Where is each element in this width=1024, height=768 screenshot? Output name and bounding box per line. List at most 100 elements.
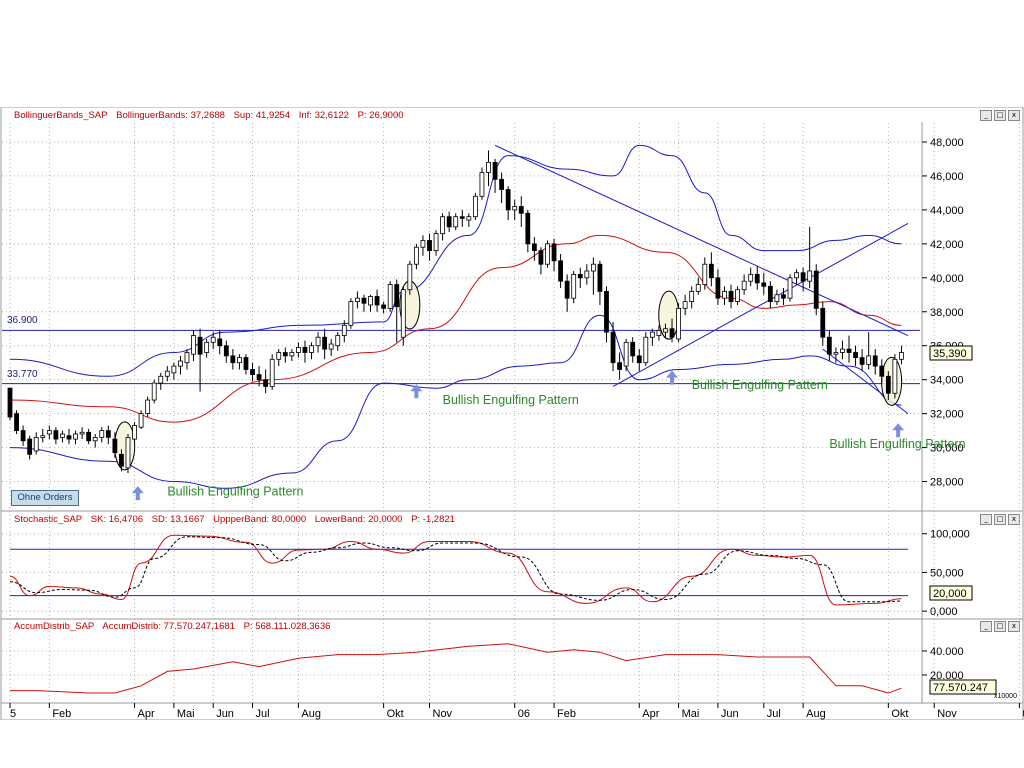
candle-down (492, 161, 498, 180)
x-tick-label: Apr (642, 708, 659, 720)
candle-up (276, 352, 282, 360)
candle-down (669, 328, 675, 338)
close-icon[interactable]: x (1008, 110, 1020, 121)
candle-up (472, 195, 478, 218)
bollinger-lower-band (9, 314, 902, 489)
candle-down (813, 270, 819, 309)
candle-down (112, 438, 118, 454)
candle-down (558, 260, 563, 282)
candle-down (538, 250, 544, 265)
candle-up (702, 263, 708, 285)
arrow-up-icon (892, 423, 905, 438)
candle-up (355, 297, 360, 302)
candle-up (479, 172, 485, 197)
candle-down (459, 216, 465, 219)
maximize-icon[interactable]: □ (994, 110, 1006, 121)
candle-up (400, 289, 406, 338)
candle-up (46, 430, 52, 435)
y-tick-label: 34,000 (930, 375, 964, 387)
candle-down (872, 355, 878, 367)
candle-up (807, 270, 813, 282)
orders-button[interactable]: Ohne Orders (11, 490, 79, 506)
candle-down (604, 290, 609, 333)
candle-up (486, 161, 491, 173)
candle-down (518, 206, 524, 214)
candle-down (781, 294, 786, 299)
x-tick-label: Jun (216, 708, 234, 720)
x-tick-label: Okt (891, 708, 908, 720)
candle-up (60, 433, 65, 438)
candle-up (545, 243, 550, 265)
x-tick-label: Apr (138, 708, 155, 720)
stochastic-p-value: P: -1,2821 (411, 514, 455, 525)
candle-up (164, 370, 170, 377)
accum-panel-title: AccumDistrib_SAP AccumDistrib: 77.570.24… (14, 621, 336, 632)
close-icon[interactable]: x (1008, 621, 1020, 632)
stochastic-sk-line (9, 534, 902, 606)
minimize-icon[interactable]: _ (980, 621, 992, 632)
stochastic-sk-value: SK: 16,4706 (90, 514, 144, 525)
accum-indicator-value: AccumDistrib: 77.570.247,1681 (102, 621, 235, 632)
candle-down (551, 243, 557, 262)
pattern-label: Bullish Engulfing Pattern (167, 485, 303, 499)
accum-current-value: 77.570.247 (933, 682, 988, 694)
x-tick-label: Aug (806, 708, 826, 720)
stochastic-panel: 100,000 50,000 0,000 (2, 529, 970, 618)
maximize-icon[interactable]: □ (994, 514, 1006, 525)
candle-up (191, 335, 196, 355)
minimize-icon[interactable]: _ (980, 110, 992, 121)
maximize-icon[interactable]: □ (994, 621, 1006, 632)
candle-down (505, 189, 511, 211)
pattern-highlight (114, 421, 136, 471)
candle-down (564, 280, 570, 299)
candle-up (794, 272, 799, 279)
candle-down (800, 272, 806, 282)
candle-down (86, 431, 92, 442)
stochastic-upper-value: UppperBand: 80,0000 (213, 514, 307, 525)
candle-up (348, 301, 354, 326)
x-tick-label: Aug (301, 708, 321, 720)
candle-up (735, 289, 740, 302)
candle-down (27, 438, 33, 455)
x-tick-label: Jul (256, 708, 270, 720)
hline-label-upper: 36.900 (7, 315, 38, 326)
candle-up (722, 290, 727, 299)
candle-down (217, 338, 223, 347)
candle-down (446, 216, 452, 228)
candle-up (440, 216, 446, 235)
pattern-label: Bullish Engulfing Pattern (829, 437, 965, 451)
x-tick-label: 06 (518, 708, 530, 720)
candle-up (99, 430, 105, 438)
price-sup-value: Sup: 41,9254 (233, 110, 291, 121)
candle-up (689, 290, 695, 302)
y-tick-label: 42,000 (930, 239, 964, 251)
candle-up (387, 284, 393, 309)
candle-down (223, 345, 229, 357)
candle-down (761, 282, 767, 287)
candle-up (466, 216, 472, 221)
minimize-icon[interactable]: _ (980, 514, 992, 525)
x-tick-label: Nov (937, 708, 957, 720)
x-tick-label: Okt (387, 708, 404, 720)
candle-up (210, 336, 216, 343)
value-labels: 36.900 33.770 35,390 20,000 77.570.247 x… (7, 315, 1017, 700)
candle-up (643, 336, 649, 364)
pattern-label: Bullish Engulfing Pattern (692, 378, 828, 392)
candle-up (682, 301, 688, 309)
candle-up (512, 206, 518, 211)
candle-down (243, 357, 249, 370)
candle-up (151, 382, 157, 401)
candle-up (413, 246, 419, 265)
arrow-up-icon (410, 384, 423, 399)
candle-down (879, 365, 885, 377)
candle-up (289, 352, 295, 357)
y-tick-label: 44,000 (930, 205, 964, 217)
price-window-buttons: _ □ x (980, 110, 1020, 121)
candle-up (433, 233, 439, 252)
y-tick-label: 40,000 (930, 273, 964, 285)
price-indicator-value: BollinguerBands: 37,2688 (116, 110, 225, 121)
x-axis: 5 Feb Apr Mai Jun Jul Aug Okt Nov 06 Feb Apr Mai Jun J… (9, 703, 1024, 720)
accum-scale-note: x10000 (994, 693, 1017, 700)
candle-down (885, 375, 891, 394)
bollinger-upper-band (9, 144, 902, 377)
